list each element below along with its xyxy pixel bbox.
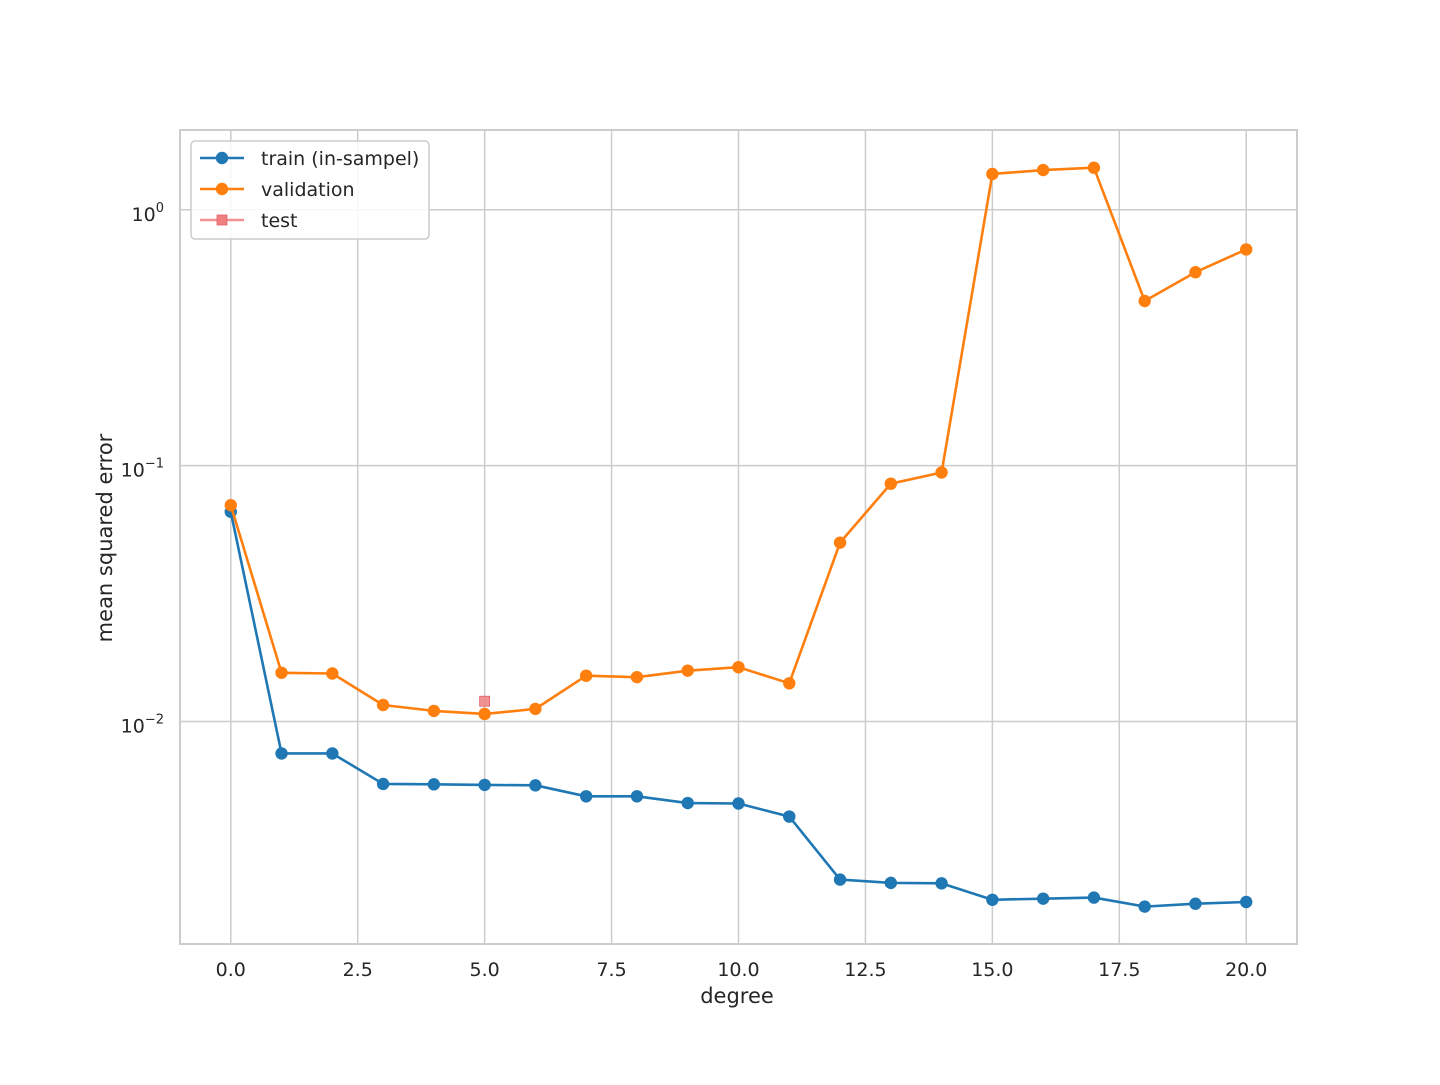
- data-point: [630, 790, 644, 803]
- legend-marker: [215, 182, 229, 196]
- x-tick-label: 12.5: [844, 959, 886, 981]
- legend-item: train (in-sampel): [200, 148, 419, 170]
- data-point: [579, 790, 593, 803]
- legend-label: train (in-sampel): [261, 148, 419, 170]
- series-1: [224, 161, 1253, 721]
- series-0: [224, 505, 1253, 913]
- y-tick-exponent: 0: [156, 201, 164, 216]
- x-tick-label: 15.0: [971, 959, 1013, 981]
- y-tick-base: 10: [121, 460, 145, 482]
- x-tick-label: 17.5: [1098, 959, 1140, 981]
- data-point: [1189, 266, 1202, 279]
- y-tick-label: 10−1: [121, 457, 164, 482]
- legend-marker: [215, 151, 229, 165]
- data-point: [783, 810, 796, 823]
- data-point: [529, 702, 542, 716]
- legend: train (in-sampel) validation test: [190, 140, 430, 240]
- data-point: [986, 167, 999, 181]
- data-point: [376, 777, 390, 791]
- data-point: [478, 778, 491, 792]
- data-point: [1036, 163, 1050, 177]
- y-tick-exponent: −1: [145, 457, 164, 472]
- data-point: [884, 477, 898, 490]
- x-tick-label: 7.5: [596, 959, 626, 981]
- data-point: [275, 666, 288, 679]
- data-point: [630, 670, 644, 684]
- data-point: [935, 466, 948, 479]
- data-point: [1189, 897, 1202, 910]
- data-point: [1240, 243, 1253, 256]
- data-point: [1138, 900, 1151, 913]
- x-tick-label: 2.5: [343, 959, 373, 981]
- y-tick-label: 100: [132, 201, 164, 226]
- data-point: [935, 877, 948, 890]
- legend-item: test: [200, 210, 298, 232]
- x-tick-label: 20.0: [1225, 959, 1267, 981]
- data-point: [884, 876, 898, 890]
- data-point: [427, 704, 441, 718]
- legend-item: validation: [200, 179, 355, 201]
- x-tick-label: 5.0: [470, 959, 500, 981]
- data-point: [1087, 891, 1101, 904]
- data-point: [1087, 161, 1101, 174]
- data-point: [326, 747, 339, 760]
- data-point: [427, 778, 441, 791]
- data-point: [1240, 895, 1253, 909]
- data-point: [326, 667, 339, 680]
- x-tick-label: 0.0: [216, 959, 246, 981]
- legend-label: validation: [261, 179, 355, 201]
- data-point: [579, 669, 593, 682]
- data-point: [275, 747, 288, 760]
- data-point: [681, 796, 694, 810]
- plot-frame: [179, 129, 1298, 945]
- series-2: [479, 695, 491, 707]
- data-point: [833, 536, 847, 549]
- legend-box: [190, 140, 430, 240]
- data-point: [224, 499, 237, 512]
- tick-labels: 0.0 2.5 5.0 7.5 10.0 12.5 15.0 17.5 20.010010−11…: [121, 201, 1268, 981]
- data-point: [783, 677, 796, 690]
- x-tick-label: 10.0: [717, 959, 759, 981]
- y-tick-base: 10: [121, 715, 145, 737]
- y-tick-base: 10: [132, 204, 156, 226]
- data-point: [732, 660, 745, 674]
- y-axis-label: mean squared error: [93, 433, 117, 642]
- data-point: [479, 695, 491, 707]
- x-axis-label: degree: [700, 984, 774, 1008]
- y-tick-exponent: −2: [145, 712, 164, 727]
- series-layer: [224, 161, 1253, 913]
- data-point: [1036, 892, 1050, 905]
- data-point: [732, 797, 745, 810]
- data-point: [833, 873, 847, 886]
- data-point: [478, 707, 491, 721]
- legend-marker: [216, 214, 228, 226]
- data-point: [1138, 294, 1151, 308]
- data-point: [681, 664, 694, 677]
- y-tick-label: 10−2: [121, 712, 164, 737]
- data-point: [986, 893, 999, 906]
- data-point: [529, 779, 542, 792]
- legend-label: test: [261, 210, 298, 232]
- data-point: [376, 698, 390, 712]
